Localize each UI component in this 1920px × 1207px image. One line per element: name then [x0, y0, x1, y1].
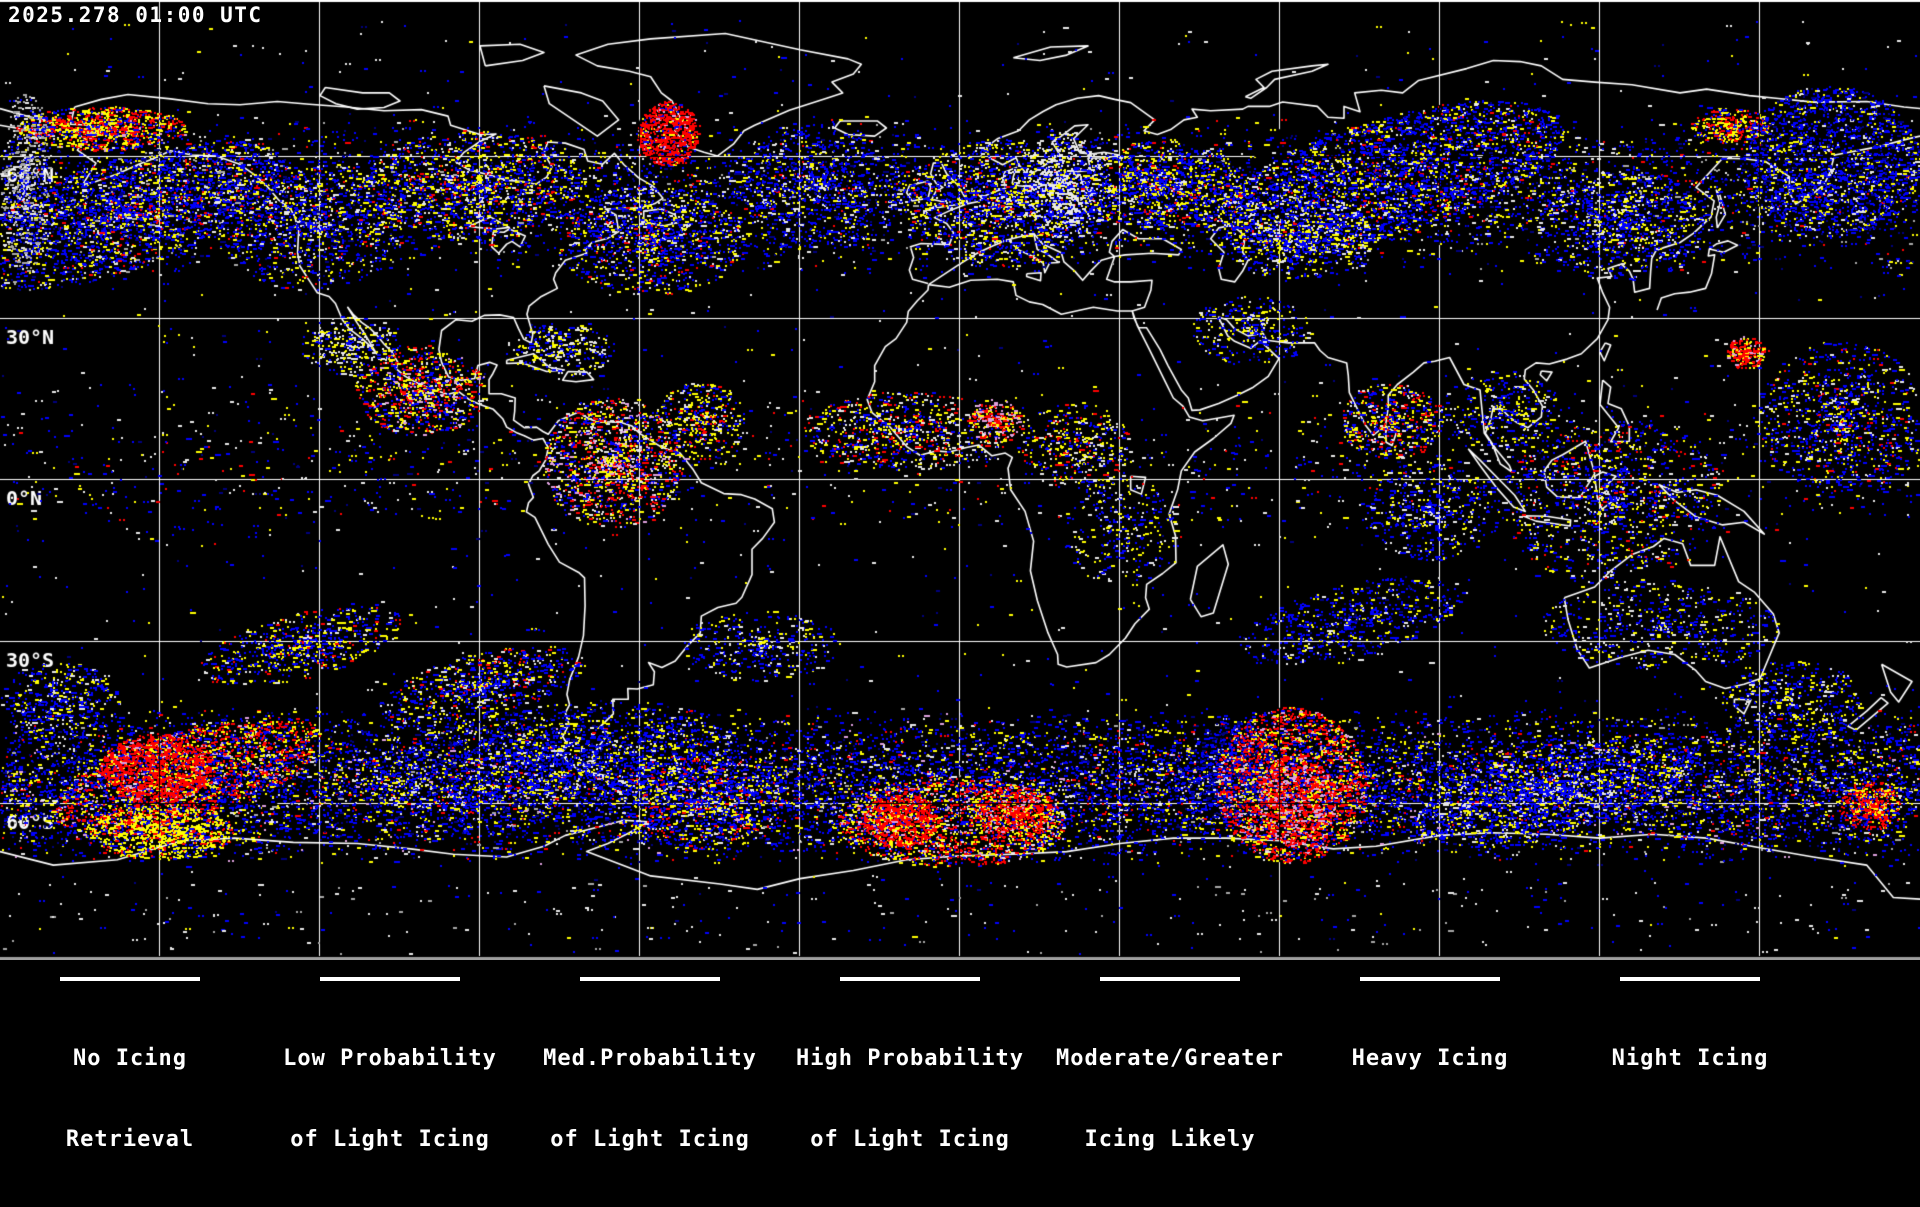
legend-item-moderate-greater: Moderate/Greater Icing Likely: [1040, 960, 1300, 1152]
legend-label-line1: Moderate/Greater: [1056, 1046, 1284, 1071]
legend-label-line1: High Probability: [796, 1046, 1024, 1071]
legend-swatch-heavy-icing: [1360, 977, 1500, 981]
legend-item-no-icing: No Icing Retrieval: [0, 960, 260, 1152]
legend-label-line2: Retrieval: [65, 1127, 195, 1152]
icing-product-image: 2025.278 01:00 UTC No Icing Retrieval Lo…: [0, 0, 1920, 1152]
legend-label-line1: Med.Probability: [543, 1046, 757, 1071]
legend-swatch-no-icing: [60, 977, 200, 981]
legend-label-line1: Low Probability: [283, 1046, 497, 1071]
legend-label-moderate-greater: Moderate/Greater Icing Likely: [1056, 991, 1284, 1207]
world-icing-map-canvas: [0, 0, 1920, 960]
legend-swatch-night-icing: [1620, 977, 1760, 981]
legend-label-heavy-icing: Heavy Icing: [1352, 991, 1509, 1180]
legend-bar: No Icing Retrieval Low Probability of Li…: [0, 960, 1920, 1152]
legend-swatch-high-probability: [840, 977, 980, 981]
legend-swatch-moderate-greater: [1100, 977, 1240, 981]
legend-label-line2: Icing Likely: [1084, 1127, 1256, 1152]
legend-label-no-icing: No Icing Retrieval: [66, 991, 194, 1207]
legend-item-med-probability: Med.Probability of Light Icing: [520, 960, 780, 1152]
legend-swatch-low-probability: [320, 977, 460, 981]
legend-label-night-icing: Night Icing: [1612, 991, 1769, 1180]
legend-label-low-probability: Low Probability of Light Icing: [283, 991, 497, 1207]
timestamp-label: 2025.278 01:00 UTC: [8, 3, 263, 27]
legend-label-med-probability: Med.Probability of Light Icing: [543, 991, 757, 1207]
legend-item-night-icing: Night Icing: [1560, 960, 1820, 1080]
legend-item-high-probability: High Probability of Light Icing: [780, 960, 1040, 1152]
legend-label-line2: of Light Icing: [290, 1127, 490, 1152]
legend-item-heavy-icing: Heavy Icing: [1300, 960, 1560, 1080]
legend-label-line1: Night Icing: [1611, 1046, 1769, 1071]
legend-label-line2: of Light Icing: [550, 1127, 750, 1152]
legend-label-line1: No Icing: [73, 1046, 187, 1071]
legend-label-line1: Heavy Icing: [1351, 1046, 1509, 1071]
legend-label-high-probability: High Probability of Light Icing: [796, 991, 1024, 1207]
legend-swatch-med-probability: [580, 977, 720, 981]
legend-item-low-probability: Low Probability of Light Icing: [260, 960, 520, 1152]
legend-label-line2: of Light Icing: [810, 1127, 1010, 1152]
